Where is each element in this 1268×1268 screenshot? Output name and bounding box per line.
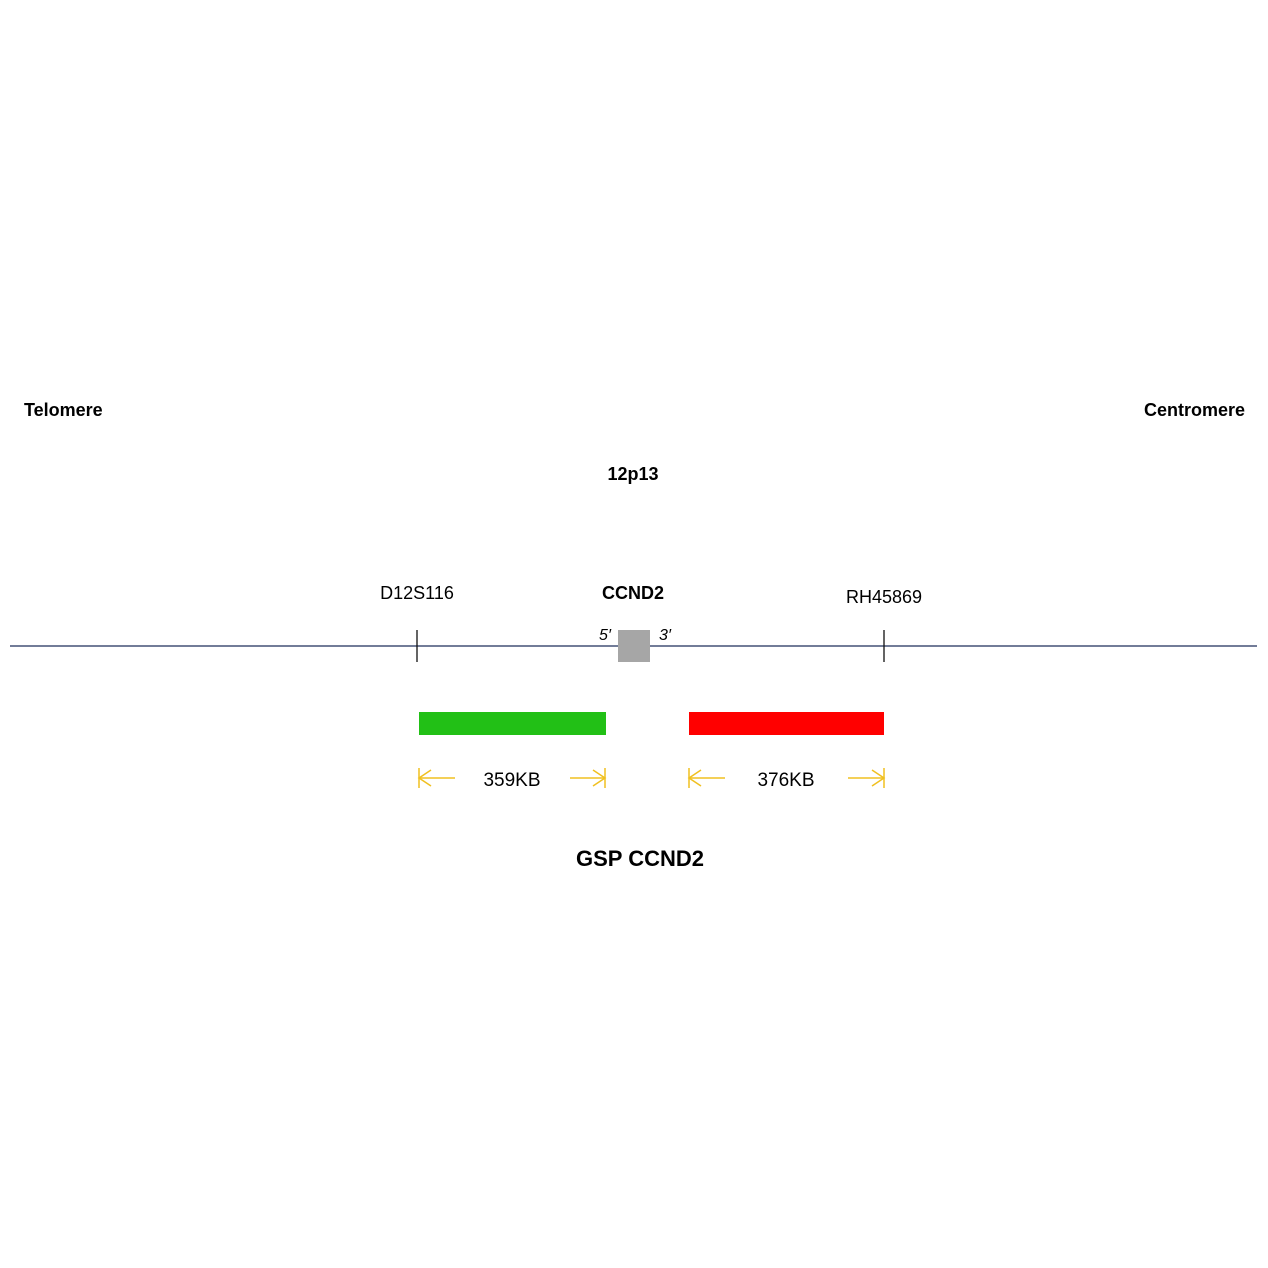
centromere-label: Centromere xyxy=(1144,400,1245,420)
marker-left-label: D12S116 xyxy=(380,583,454,603)
gene-label: CCND2 xyxy=(602,583,664,603)
red-probe-size-label: 376KB xyxy=(757,770,814,791)
red-probe-size-arrow xyxy=(687,768,886,788)
gene-box xyxy=(618,630,650,662)
probe-name-title: GSP CCND2 xyxy=(576,846,704,871)
marker-right-label: RH45869 xyxy=(846,587,922,607)
five-prime-label: 5′ xyxy=(599,627,612,644)
three-prime-label: 3′ xyxy=(659,627,672,644)
green-probe-bar xyxy=(419,712,606,735)
telomere-label: Telomere xyxy=(24,400,103,420)
green-probe-size-arrow xyxy=(417,768,607,788)
red-probe-bar xyxy=(689,712,884,735)
green-probe-size-label: 359KB xyxy=(483,770,540,791)
band-label: 12p13 xyxy=(607,464,658,484)
